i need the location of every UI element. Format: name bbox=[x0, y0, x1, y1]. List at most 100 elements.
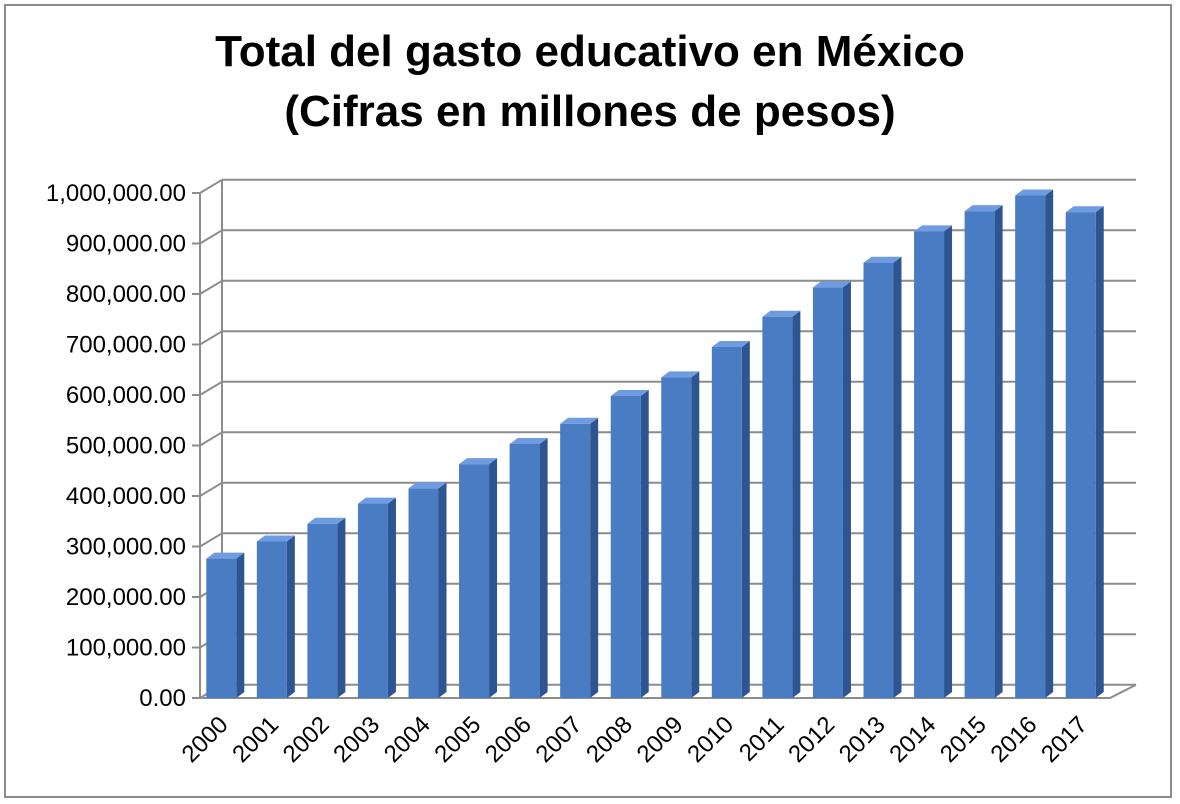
bar-side bbox=[893, 256, 902, 698]
bar-side bbox=[944, 225, 953, 698]
x-tick-label: 2017 bbox=[1036, 711, 1093, 768]
bar-top bbox=[711, 341, 750, 348]
x-tick-label: 2000 bbox=[177, 711, 234, 768]
bar-side bbox=[691, 371, 700, 698]
bar-side bbox=[387, 497, 396, 698]
bar-front bbox=[661, 377, 692, 698]
x-tick-label: 2011 bbox=[734, 711, 790, 767]
gridline-diagonal bbox=[199, 330, 223, 346]
bar-side bbox=[438, 482, 447, 698]
bar-top bbox=[610, 390, 649, 397]
y-tick-label: 800,000.00 bbox=[66, 281, 186, 308]
x-tick-label: 2007 bbox=[531, 711, 588, 768]
gridline-diagonal bbox=[199, 532, 223, 548]
bar-front bbox=[509, 443, 540, 698]
bar-top bbox=[560, 417, 599, 424]
x-tick-label: 2006 bbox=[480, 711, 537, 768]
bar-side bbox=[236, 552, 245, 698]
bar-front bbox=[256, 541, 287, 698]
bar-side bbox=[1095, 206, 1104, 698]
x-tick-label: 2014 bbox=[884, 711, 941, 768]
bar-2014 bbox=[914, 225, 953, 698]
bar-2007 bbox=[560, 417, 599, 698]
x-tick-label: 2010 bbox=[682, 711, 739, 768]
y-tick-label: 300,000.00 bbox=[66, 534, 186, 561]
y-tick-label: 100,000.00 bbox=[66, 635, 186, 662]
x-tick-label: 2004 bbox=[379, 711, 436, 768]
bar-front bbox=[914, 231, 945, 698]
bar-front bbox=[610, 396, 641, 698]
y-axis-ticks: 0.00 100,000.00 200,000.00 300,000.00 400,00… bbox=[46, 180, 186, 712]
x-tick-label: 2016 bbox=[986, 711, 1043, 768]
bar-front bbox=[863, 262, 894, 698]
gridline-diagonal bbox=[199, 481, 223, 497]
bar-2010 bbox=[711, 341, 750, 698]
bar-front bbox=[408, 488, 439, 698]
bar-2013 bbox=[863, 256, 902, 698]
bar-front bbox=[307, 523, 338, 698]
x-tick-label: 2002 bbox=[278, 711, 335, 768]
bar-top bbox=[256, 535, 295, 542]
bar-2001 bbox=[256, 535, 295, 698]
bar-side bbox=[590, 417, 599, 698]
x-tick-label: 2008 bbox=[581, 711, 638, 768]
bar-side bbox=[286, 535, 295, 698]
bar-side bbox=[1045, 189, 1054, 698]
y-tick-label: 500,000.00 bbox=[66, 433, 186, 460]
bar-front bbox=[762, 316, 793, 698]
bar-top bbox=[459, 458, 498, 465]
x-tick-label: 2005 bbox=[429, 711, 486, 768]
x-axis-ticks: 2000200120022003200420052006200720082009… bbox=[177, 711, 1093, 768]
y-tick-label: 0.00 bbox=[139, 685, 186, 712]
bar-front bbox=[1065, 212, 1096, 698]
bar-2016 bbox=[1015, 189, 1054, 698]
bar-side bbox=[741, 341, 750, 698]
bar-layer bbox=[206, 189, 1104, 698]
gridline-diagonal bbox=[199, 380, 223, 396]
bar-side bbox=[489, 458, 498, 698]
bar-2005 bbox=[459, 458, 498, 698]
bar-front bbox=[964, 211, 995, 698]
bar-2008 bbox=[610, 390, 649, 698]
bar-top bbox=[1065, 206, 1104, 213]
bar-side bbox=[792, 310, 801, 698]
bar-front bbox=[711, 347, 742, 698]
bar-top bbox=[863, 256, 902, 263]
gridline-diagonal bbox=[199, 431, 223, 447]
y-tick-label: 200,000.00 bbox=[66, 584, 186, 611]
y-tick-label: 900,000.00 bbox=[66, 231, 186, 258]
y-tick-label: 600,000.00 bbox=[66, 382, 186, 409]
y-tick-label: 400,000.00 bbox=[66, 483, 186, 510]
bar-side bbox=[539, 437, 548, 698]
x-tick-label: 2001 bbox=[227, 711, 284, 768]
bar-front bbox=[1015, 195, 1046, 698]
x-tick-label: 2003 bbox=[328, 711, 385, 768]
x-tick-label: 2015 bbox=[935, 711, 992, 768]
gridline-diagonal bbox=[199, 178, 223, 194]
bar-top bbox=[408, 482, 447, 489]
bar-top bbox=[661, 371, 700, 378]
x-tick-label: 2012 bbox=[783, 711, 840, 768]
bar-side bbox=[842, 281, 851, 698]
bar-2009 bbox=[661, 371, 700, 698]
y-tick-label: 1,000,000.00 bbox=[46, 180, 186, 207]
x-tick-label: 2013 bbox=[834, 711, 891, 768]
bar-2017 bbox=[1065, 206, 1104, 698]
bar-top bbox=[1015, 189, 1054, 196]
bar-front bbox=[357, 503, 388, 698]
bar-2004 bbox=[408, 482, 447, 698]
y-tick-label: 700,000.00 bbox=[66, 332, 186, 359]
bar-2003 bbox=[357, 497, 396, 698]
bar-2015 bbox=[964, 205, 1003, 698]
bar-front bbox=[206, 558, 237, 698]
gridline-diagonal bbox=[199, 229, 223, 245]
bar-2006 bbox=[509, 437, 548, 698]
bar-2012 bbox=[812, 281, 851, 698]
bar-top bbox=[509, 437, 548, 444]
bar-front bbox=[560, 423, 591, 698]
x-tick-label: 2009 bbox=[632, 711, 689, 768]
bar-top bbox=[964, 205, 1003, 212]
bar-top bbox=[762, 310, 801, 317]
bar-front bbox=[812, 287, 843, 698]
